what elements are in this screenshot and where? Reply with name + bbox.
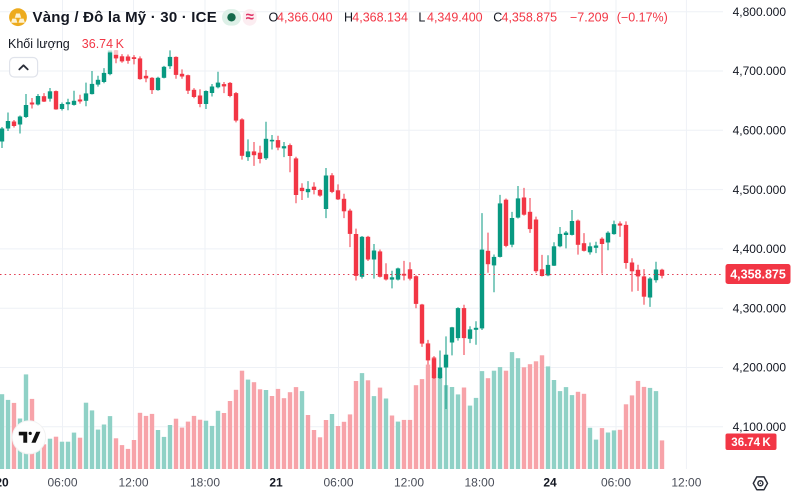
svg-text:12:00: 12:00	[671, 476, 701, 490]
svg-text:≈: ≈	[246, 9, 254, 26]
svg-text:4,500.000: 4,500.000	[733, 183, 787, 197]
svg-text:06:00: 06:00	[47, 476, 77, 490]
svg-text:20: 20	[0, 476, 9, 490]
svg-text:24: 24	[543, 476, 557, 490]
svg-text:18:00: 18:00	[464, 476, 494, 490]
svg-text:4,400.000: 4,400.000	[733, 242, 787, 256]
svg-text:36.74 K: 36.74 K	[82, 37, 125, 51]
svg-text:Vàng / Đô la Mỹ · 30 · ICE: Vàng / Đô la Mỹ · 30 · ICE	[33, 9, 217, 26]
svg-text:4,100.000: 4,100.000	[733, 420, 787, 434]
svg-text:06:00: 06:00	[601, 476, 631, 490]
svg-text:12:00: 12:00	[118, 476, 148, 490]
svg-text:21: 21	[269, 476, 283, 490]
svg-text:36.74 K: 36.74 K	[731, 437, 771, 449]
svg-text:12:00: 12:00	[394, 476, 424, 490]
svg-text:18:00: 18:00	[190, 476, 220, 490]
svg-text:4,300.000: 4,300.000	[733, 301, 787, 315]
svg-text:4,358.875: 4,358.875	[730, 268, 786, 282]
svg-text:Khối lượng: Khối lượng	[8, 37, 70, 51]
svg-text:06:00: 06:00	[323, 476, 353, 490]
svg-text:4,200.000: 4,200.000	[733, 361, 787, 375]
svg-text:4,700.000: 4,700.000	[733, 64, 787, 78]
svg-text:4,800.000: 4,800.000	[733, 5, 787, 19]
svg-text:4,600.000: 4,600.000	[733, 124, 787, 138]
